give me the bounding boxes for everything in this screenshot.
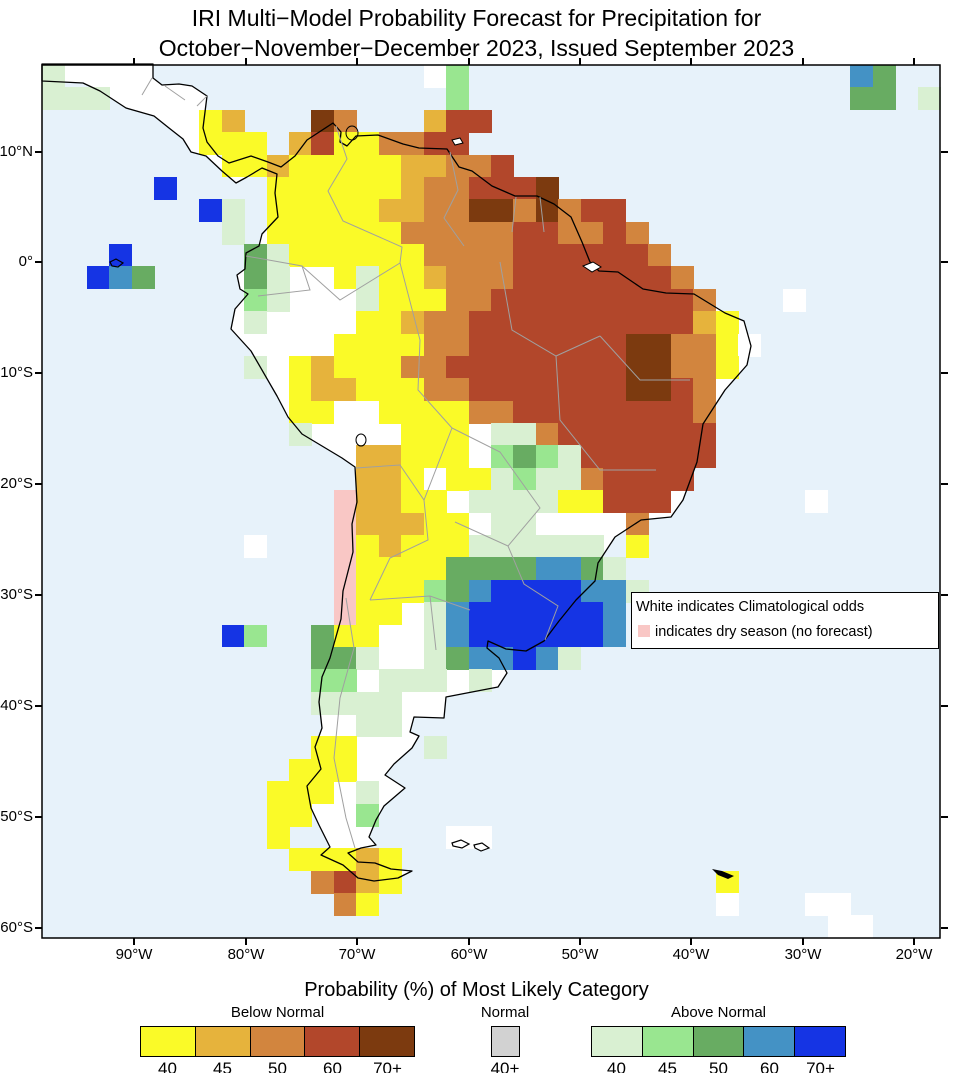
lat-tick bbox=[941, 483, 948, 485]
colorbar-value-below: 45 bbox=[213, 1059, 232, 1073]
colorbar-value-above: 50 bbox=[709, 1059, 728, 1073]
colorbar-segment-below bbox=[304, 1026, 361, 1057]
lon-tick bbox=[245, 938, 247, 945]
title-line-1: IRI Multi−Model Probability Forecast for… bbox=[191, 5, 762, 31]
lat-tick-label: 0° bbox=[18, 253, 33, 270]
legend-title: Probability (%) of Most Likely Category bbox=[304, 979, 649, 1001]
colorbar-segment-above bbox=[641, 1026, 694, 1057]
colorbar-segment-normal bbox=[490, 1026, 520, 1057]
lat-tick bbox=[941, 927, 948, 929]
lat-tick bbox=[941, 151, 948, 153]
lat-tick-label: 10°S bbox=[0, 364, 33, 381]
lat-tick-label: 30°S bbox=[0, 586, 33, 603]
lon-tick bbox=[690, 938, 692, 945]
lat-tick bbox=[35, 151, 42, 153]
lat-tick bbox=[941, 594, 948, 596]
colorbar-segment-below bbox=[194, 1026, 251, 1057]
lon-tick bbox=[356, 58, 358, 65]
lon-tick-label: 80°W bbox=[227, 946, 265, 963]
lat-tick bbox=[35, 927, 42, 929]
lon-tick-label: 20°W bbox=[895, 946, 933, 963]
page-title: IRI Multi−Model Probability Forecast for… bbox=[0, 3, 953, 63]
lon-tick bbox=[579, 938, 581, 945]
lon-tick bbox=[133, 938, 135, 945]
colorbar-segment-below bbox=[359, 1026, 415, 1057]
legend-label-below: Below Normal bbox=[230, 1004, 325, 1021]
lon-tick bbox=[913, 938, 915, 945]
colorbar-segment-below bbox=[249, 1026, 306, 1057]
colorbar-normal bbox=[490, 1026, 520, 1057]
lat-tick-label: 10°N bbox=[0, 143, 33, 160]
lat-tick bbox=[35, 261, 42, 263]
colorbar-segment-above bbox=[743, 1026, 796, 1057]
lon-tick bbox=[802, 58, 804, 65]
legend-group-normal: Normal 40+ bbox=[455, 1004, 555, 1073]
lon-tick-label: 50°W bbox=[561, 946, 599, 963]
colorbar-above-values: 40 45 50 60 70+ bbox=[591, 1059, 846, 1073]
colorbar-value-above: 60 bbox=[760, 1059, 779, 1073]
lon-tick bbox=[468, 58, 470, 65]
colorbar-above bbox=[591, 1026, 846, 1057]
colorbar-value-below: 50 bbox=[268, 1059, 287, 1073]
legend-label-above: Above Normal bbox=[670, 1004, 767, 1021]
forecast-map: White indicates Climatological odds indi… bbox=[0, 58, 948, 963]
title-line-2: October−November−December 2023, Issued S… bbox=[158, 35, 795, 61]
dry-season-swatch bbox=[638, 625, 650, 637]
colorbar-value-below: 60 bbox=[323, 1059, 342, 1073]
lon-tick bbox=[802, 938, 804, 945]
legend-group-below: Below Normal 40 45 50 60 70+ bbox=[140, 1004, 415, 1073]
lon-tick-label: 70°W bbox=[338, 946, 376, 963]
lon-tick bbox=[245, 58, 247, 65]
lat-tick bbox=[941, 705, 948, 707]
lat-tick bbox=[35, 816, 42, 818]
lon-tick bbox=[468, 938, 470, 945]
colorbar-value-above: 45 bbox=[658, 1059, 677, 1073]
map-note-box: White indicates Climatological odds indi… bbox=[631, 592, 939, 649]
lat-tick bbox=[941, 372, 948, 374]
lat-tick-label: 20°S bbox=[0, 475, 33, 492]
lon-tick bbox=[690, 58, 692, 65]
lon-tick-label: 90°W bbox=[115, 946, 153, 963]
lon-tick-label: 40°W bbox=[672, 946, 710, 963]
colorbar-segment-above bbox=[591, 1026, 643, 1057]
lat-tick-label: 60°S bbox=[0, 919, 33, 936]
lat-tick bbox=[941, 816, 948, 818]
lon-tick bbox=[133, 58, 135, 65]
colorbar-below-values: 40 45 50 60 70+ bbox=[140, 1059, 415, 1073]
lon-tick bbox=[356, 938, 358, 945]
note-line-2: indicates dry season (no forecast) bbox=[636, 620, 938, 645]
colorbar-value-above: 40 bbox=[607, 1059, 626, 1073]
colorbar-value-normal: 40+ bbox=[490, 1059, 520, 1073]
axis-layer: 90°W 80°W 70°W 60°W 50°W 40°W 30°W 20°W 10°N 0° 10… bbox=[0, 58, 948, 963]
colorbar-segment-above bbox=[692, 1026, 745, 1057]
lat-tick bbox=[35, 705, 42, 707]
colorbar-segment-below bbox=[140, 1026, 196, 1057]
legend-label-normal: Normal bbox=[480, 1004, 530, 1021]
lat-tick bbox=[35, 483, 42, 485]
lat-tick bbox=[941, 261, 948, 263]
lat-tick-label: 40°S bbox=[0, 697, 33, 714]
colorbar-below bbox=[140, 1026, 415, 1057]
colorbar-value-below: 40 bbox=[158, 1059, 177, 1073]
lon-tick-label: 30°W bbox=[784, 946, 822, 963]
colorbar-segment-above bbox=[794, 1026, 846, 1057]
note-line-1: White indicates Climatological odds bbox=[636, 599, 865, 615]
colorbar-value-below: 70+ bbox=[373, 1059, 402, 1073]
lat-tick bbox=[35, 372, 42, 374]
lon-tick bbox=[913, 58, 915, 65]
colorbar-normal-values: 40+ bbox=[455, 1059, 555, 1073]
lon-tick bbox=[579, 58, 581, 65]
lat-tick bbox=[35, 594, 42, 596]
lat-tick-label: 50°S bbox=[0, 808, 33, 825]
legend-group-above: Above Normal 40 45 50 60 70+ bbox=[591, 1004, 846, 1073]
colorbar-value-above: 70+ bbox=[806, 1059, 835, 1073]
lon-tick-label: 60°W bbox=[450, 946, 488, 963]
